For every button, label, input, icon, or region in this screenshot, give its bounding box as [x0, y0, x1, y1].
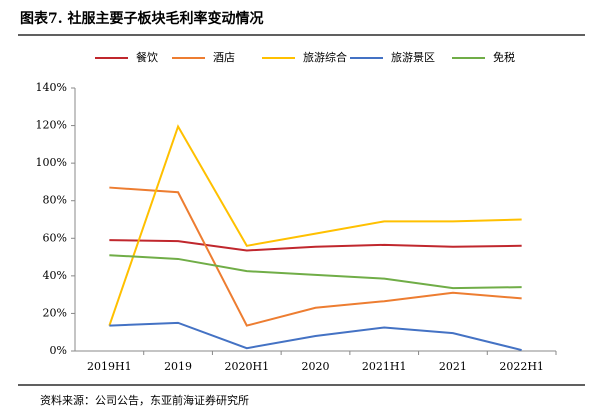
legend-label: 旅游综合: [303, 50, 347, 64]
legend-label: 旅游景区: [391, 50, 435, 64]
y-tick-label: 140%: [36, 81, 67, 94]
y-tick-label: 0%: [50, 344, 67, 357]
legend-label: 免税: [493, 50, 515, 64]
y-tick-label: 120%: [36, 119, 67, 132]
x-tick-label: 2022H1: [499, 360, 544, 373]
series-line: [109, 254, 522, 290]
source-note: 资料来源：公司公告，东亚前海证券研究所: [40, 393, 249, 407]
chart-title: 图表7. 社服主要子板块毛利率变动情况: [20, 10, 264, 27]
x-tick-label: 2020H1: [224, 360, 269, 373]
y-tick-label: 60%: [43, 231, 67, 244]
legend-label: 餐饮: [136, 50, 158, 64]
y-tick-label: 20%: [43, 306, 67, 319]
x-tick-label: 2019: [164, 360, 192, 373]
series-line: [109, 186, 522, 327]
x-tick-label: 2019H1: [87, 360, 132, 373]
x-tick-label: 2021: [439, 360, 467, 373]
series-line: [108, 124, 522, 326]
series-line: [109, 321, 522, 352]
x-tick-label: 2020: [302, 360, 330, 373]
series-line: [109, 239, 522, 252]
y-tick-label: 80%: [43, 194, 67, 207]
y-tick-label: 40%: [43, 269, 67, 282]
legend-label: 酒店: [213, 50, 235, 64]
x-tick-label: 2021H1: [362, 360, 407, 373]
y-tick-label: 100%: [36, 156, 67, 169]
